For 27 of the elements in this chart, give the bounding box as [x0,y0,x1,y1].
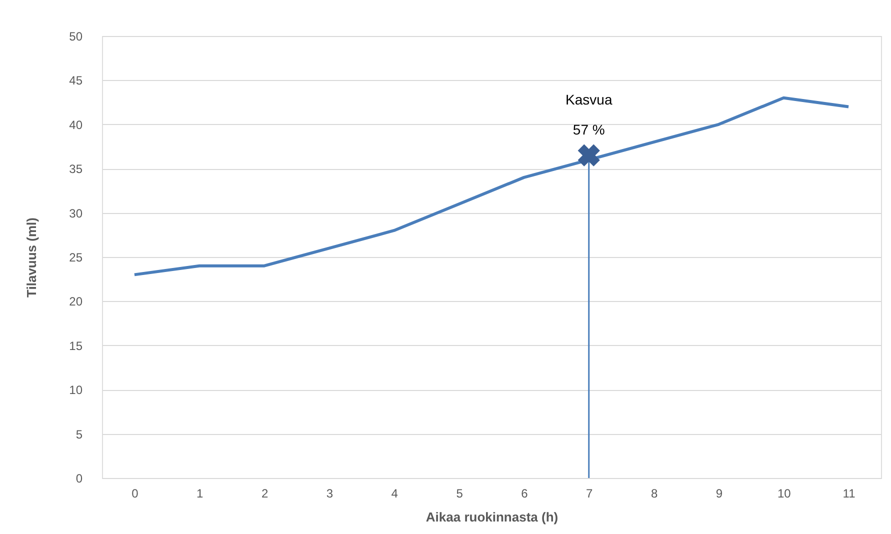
y-tick-label: 15 [69,338,83,353]
x-tick-label: 1 [196,486,204,500]
y-tick-label: 30 [69,206,83,220]
x-tick-label: 0 [132,486,139,500]
y-tick-label: 45 [69,74,83,88]
x-tick-label: 3 [326,486,334,500]
x-axis-title: Aikaa ruokinnasta (h) [426,510,558,524]
x-tick-label: 7 [586,486,594,500]
y-tick-label: 40 [69,118,83,132]
y-tick-label: 0 [76,472,83,486]
x-tick-label: 2 [261,486,268,500]
annotation: Kasvua 57 % [566,91,612,138]
x-tick-label: 10 [777,486,792,500]
y-tick-label: 35 [69,162,83,176]
y-axis-title: Tilavuus (ml) [24,218,40,298]
y-tick-label: 10 [69,383,83,398]
y-tick-label: 50 [69,30,83,44]
y-tick-label: 5 [76,427,83,442]
x-tick-label: 4 [391,486,398,500]
x-tick-label: 6 [521,486,528,500]
y-tick-label: 20 [69,294,83,309]
y-tick-label: 25 [69,250,83,264]
x-tick-label: 5 [456,486,464,500]
x-tick-label: 8 [650,486,658,500]
line-series [132,96,850,276]
x-tick-label: 9 [716,486,723,500]
x-tick-label: 11 [842,486,856,500]
